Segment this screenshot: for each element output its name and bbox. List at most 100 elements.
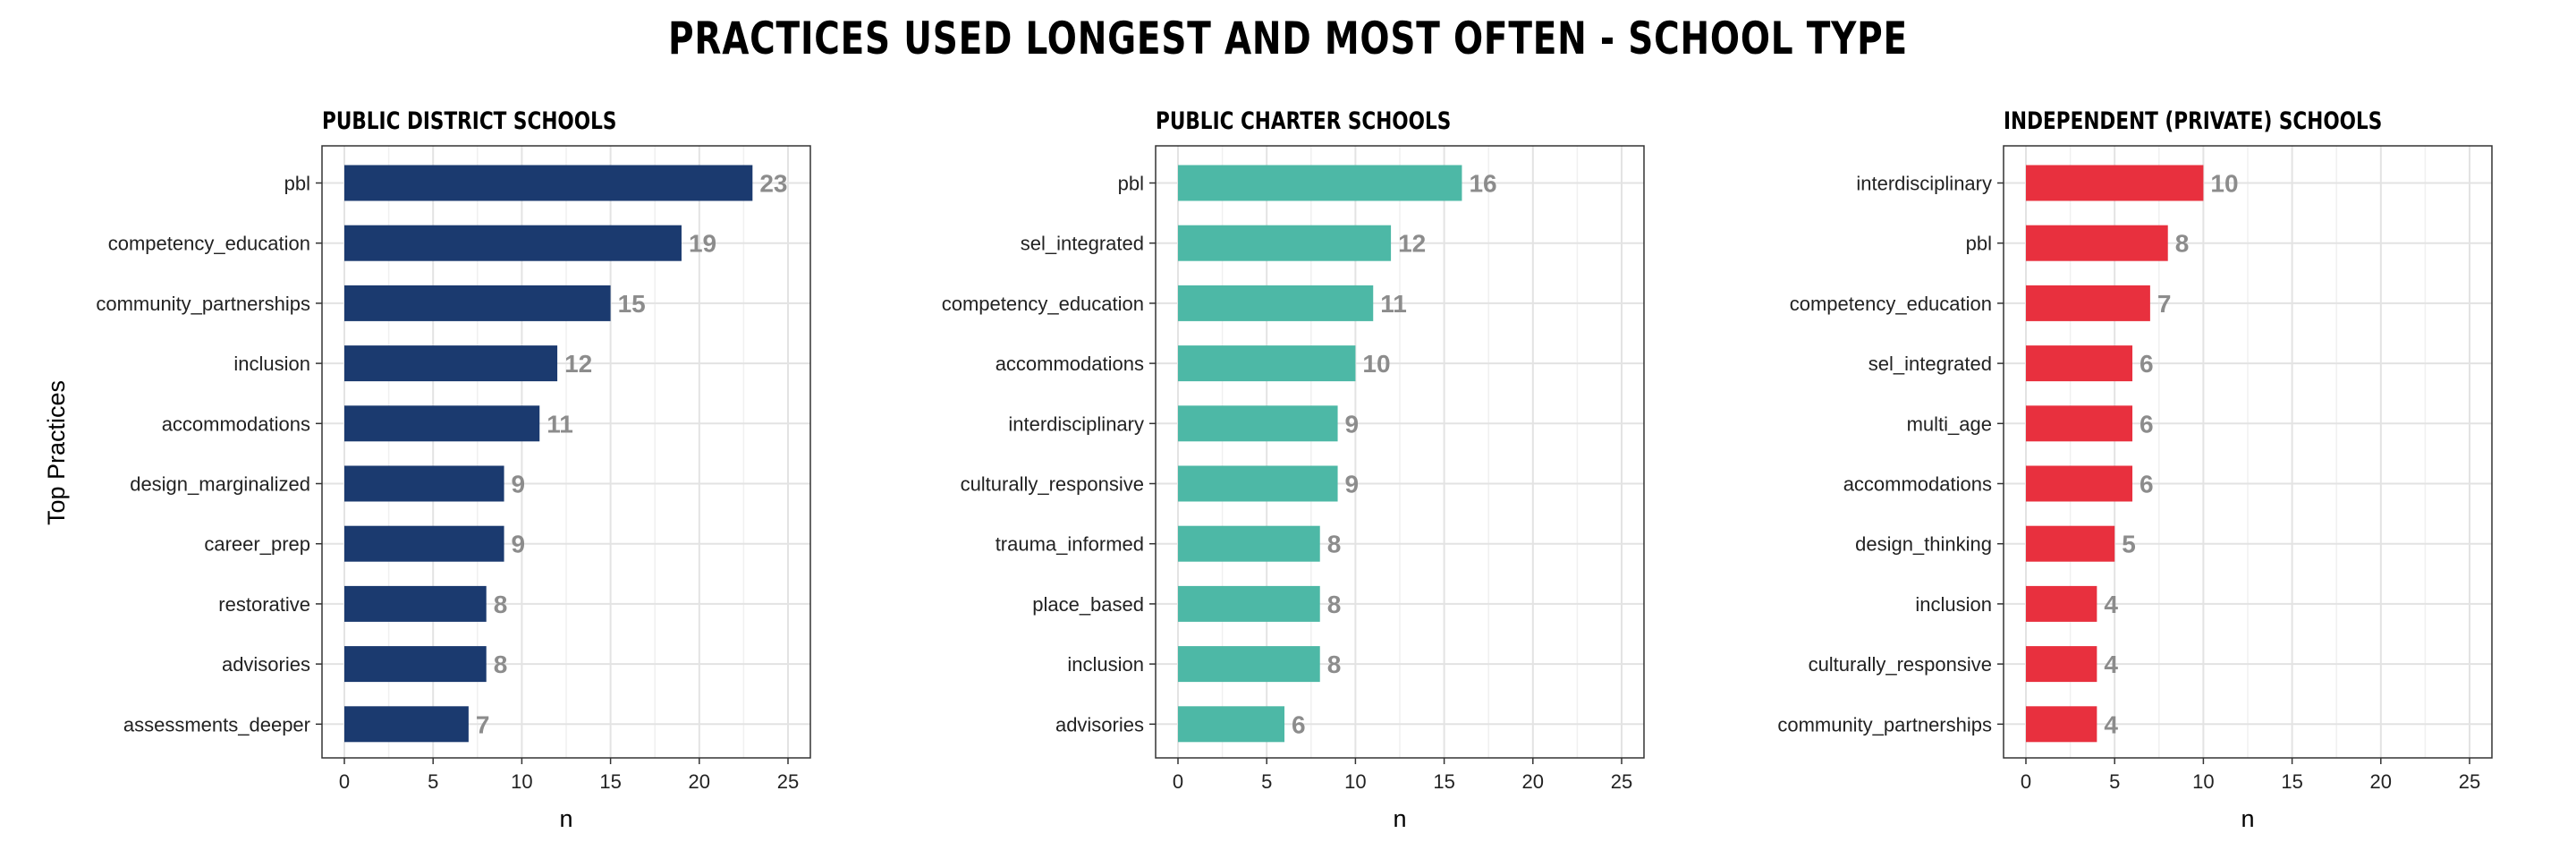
x-tick-label: 20 <box>689 770 710 793</box>
x-tick-label: 20 <box>1522 770 1544 793</box>
category-label: culturally_responsive <box>961 473 1144 496</box>
panel-2: 16 pbl 12 sel_integrated 11 competency_educat… <box>942 106 1645 832</box>
data-label: 9 <box>512 471 526 498</box>
panel-title: PUBLIC CHARTER SCHOOLS <box>1156 106 1451 135</box>
bar <box>2026 285 2150 321</box>
category-label: sel_integrated <box>1868 353 1992 375</box>
bar <box>1178 585 1320 622</box>
data-label: 19 <box>689 230 716 258</box>
data-label: 11 <box>547 410 573 438</box>
category-label: design_marginalized <box>130 473 310 496</box>
bar <box>2026 525 2115 562</box>
bar <box>1178 405 1338 442</box>
bar <box>2026 465 2133 502</box>
bar <box>1178 285 1374 321</box>
bar <box>1178 165 1462 201</box>
x-tick-label: 25 <box>777 770 799 793</box>
data-label: 10 <box>1362 350 1390 378</box>
bar <box>344 525 504 562</box>
category-label: accommodations <box>162 412 310 435</box>
category-label: assessments_deeper <box>123 713 310 736</box>
x-tick-label: 10 <box>511 770 532 793</box>
bar <box>2026 165 2204 201</box>
category-label: restorative <box>218 593 310 616</box>
data-label: 4 <box>2104 710 2118 738</box>
category-label: accommodations <box>1843 473 1992 496</box>
bar <box>344 706 469 743</box>
x-tick-label: 0 <box>339 770 350 793</box>
bar <box>1178 525 1320 562</box>
data-label: 23 <box>759 170 787 198</box>
bar <box>344 405 540 442</box>
bar <box>344 585 487 622</box>
x-tick-label: 5 <box>2109 770 2120 793</box>
bar <box>1178 465 1338 502</box>
panel-1: 23 pbl 19 competency_education 15 community_p… <box>96 106 811 832</box>
panel-title: PUBLIC DISTRICT SCHOOLS <box>322 106 616 135</box>
bar <box>1178 646 1320 683</box>
category-label: pbl <box>1966 233 1992 255</box>
x-axis-title: n <box>559 805 572 832</box>
data-label: 6 <box>2140 471 2154 498</box>
bar <box>344 465 504 502</box>
x-tick-label: 25 <box>2459 770 2480 793</box>
bar <box>2026 585 2097 622</box>
bar <box>2026 646 2097 683</box>
x-tick-label: 15 <box>599 770 621 793</box>
category-label: inclusion <box>1915 593 1992 616</box>
data-label: 8 <box>494 651 508 678</box>
panel-title: INDEPENDENT (PRIVATE) SCHOOLS <box>2004 106 2382 135</box>
category-label: career_prep <box>204 533 310 556</box>
category-label: community_partnerships <box>1777 713 1992 736</box>
x-tick-label: 0 <box>1173 770 1183 793</box>
category-label: inclusion <box>233 353 310 375</box>
x-tick-label: 5 <box>428 770 438 793</box>
y-axis-title: Top Practices <box>43 380 70 525</box>
x-axis-title: n <box>1393 805 1406 832</box>
data-label: 12 <box>564 350 592 378</box>
x-tick-label: 5 <box>1261 770 1272 793</box>
data-label: 8 <box>1327 651 1342 678</box>
data-label: 16 <box>1469 170 1496 198</box>
category-label: multi_age <box>1907 412 1992 435</box>
bar <box>344 646 487 683</box>
x-tick-label: 20 <box>2370 770 2392 793</box>
category-label: advisories <box>222 653 310 676</box>
data-label: 4 <box>2104 591 2118 618</box>
category-label: competency_education <box>942 293 1144 315</box>
category-label: inclusion <box>1067 653 1144 676</box>
category-label: competency_education <box>108 233 310 255</box>
category-label: sel_integrated <box>1021 233 1144 255</box>
data-label: 8 <box>1327 591 1342 618</box>
data-label: 5 <box>2122 531 2136 558</box>
bar <box>2026 706 2097 743</box>
data-label: 11 <box>1380 290 1407 318</box>
data-label: 6 <box>1292 710 1306 738</box>
category-label: design_thinking <box>1855 533 1992 556</box>
data-label: 9 <box>1345 410 1360 438</box>
bar <box>344 225 682 261</box>
data-label: 9 <box>1345 471 1360 498</box>
panel-border <box>1155 145 1645 759</box>
bar <box>344 285 611 321</box>
data-label: 8 <box>1327 531 1342 558</box>
data-label: 9 <box>512 531 526 558</box>
category-label: place_based <box>1032 593 1144 616</box>
data-label: 8 <box>2175 230 2190 258</box>
category-label: accommodations <box>996 353 1144 375</box>
x-axis-title: n <box>2241 805 2254 832</box>
panel-border <box>2003 145 2493 759</box>
x-tick-label: 15 <box>1433 770 1454 793</box>
bar <box>1178 345 1356 382</box>
data-label: 12 <box>1398 230 1426 258</box>
bar <box>1178 706 1285 743</box>
x-tick-label: 0 <box>2021 770 2031 793</box>
panel-border <box>321 145 811 759</box>
category-label: community_partnerships <box>96 293 310 315</box>
category-label: trauma_informed <box>996 533 1144 556</box>
data-label: 4 <box>2104 651 2118 678</box>
panel-3: 10 interdisciplinary 8 pbl 7 competency_educa… <box>1777 106 2493 832</box>
data-label: 8 <box>494 591 508 618</box>
bar <box>2026 345 2133 382</box>
